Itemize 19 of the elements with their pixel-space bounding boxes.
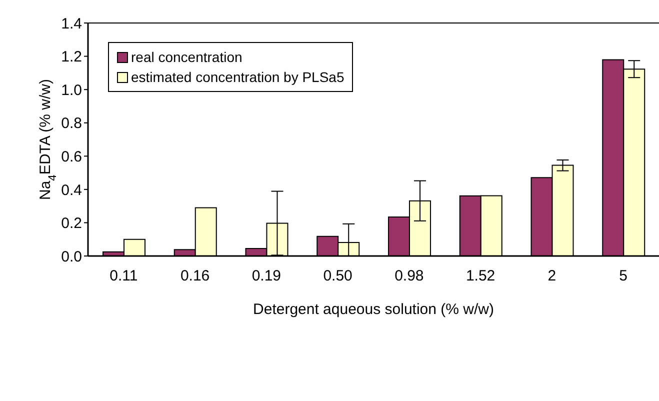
x-tick-label: 0.11: [110, 268, 138, 285]
y-tick-label: 0.8: [61, 115, 82, 132]
x-axis-title: Detergent aqueous solution (% w/w): [253, 301, 494, 318]
x-tick-label: 5: [619, 268, 628, 285]
x-tick-label: 2: [548, 268, 556, 285]
y-tick-label: 1.4: [61, 15, 82, 32]
y-tick-label: 0.4: [61, 182, 82, 199]
x-tick-label: 0.19: [252, 268, 282, 285]
y-tick-label: 0.6: [61, 148, 82, 166]
x-tick-label: 1.52: [466, 268, 496, 285]
legend-label: real concentration: [131, 48, 242, 67]
y-tick-label: 1.0: [61, 82, 82, 99]
y-tick-label: 0.2: [61, 215, 82, 232]
x-tick-label: 0.98: [394, 268, 424, 285]
legend-label: estimated concentration by PLSa5: [131, 68, 344, 87]
x-tick-label: 0.50: [323, 268, 352, 285]
y-tick-label: 1.2: [61, 48, 82, 66]
x-tick-label: 0.16: [180, 268, 210, 285]
y-tick-label: 0.0: [61, 248, 82, 266]
